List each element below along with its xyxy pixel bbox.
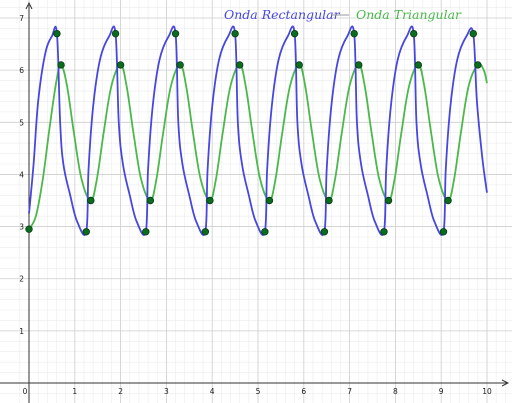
y-tick-label: 4 <box>19 170 24 179</box>
data-point <box>350 29 358 38</box>
y-tick-label: 6 <box>19 66 24 75</box>
x-tick-label: 10 <box>482 387 492 396</box>
x-tick-label: 9 <box>439 387 444 396</box>
data-point <box>380 228 388 236</box>
y-tick-label: 5 <box>19 118 24 127</box>
x-tick-label: 4 <box>210 387 215 396</box>
y-tick-label: 2 <box>19 275 24 284</box>
data-point <box>469 29 477 38</box>
data-point <box>235 61 244 69</box>
data-point <box>320 228 329 236</box>
data-point <box>355 61 363 69</box>
data-point <box>410 29 418 38</box>
series-line-onda-triangular <box>28 63 488 230</box>
x-tick-label: 7 <box>347 387 352 396</box>
data-point <box>206 196 214 205</box>
data-point <box>295 61 303 69</box>
data-point <box>290 29 299 38</box>
data-point <box>87 196 95 205</box>
data-point <box>444 196 452 205</box>
data-point <box>25 225 33 233</box>
data-point <box>201 228 210 236</box>
data-point <box>146 196 155 205</box>
data-point <box>474 61 482 69</box>
x-axis-arrow-icon <box>501 379 510 387</box>
data-point <box>265 196 274 205</box>
x-tick-label: 3 <box>164 387 169 396</box>
data-point <box>231 29 239 38</box>
data-point <box>116 61 125 69</box>
data-point <box>142 228 150 236</box>
data-point <box>325 196 333 205</box>
legend-entry-onda-triangular: Onda Triangular <box>356 7 462 22</box>
x-tick-label: 1 <box>72 387 77 396</box>
x-tick-label: 2 <box>118 387 123 396</box>
y-axis-arrow-icon <box>25 1 33 10</box>
y-tick-label: 1 <box>19 327 24 336</box>
x-tick-label: 0 <box>23 387 28 396</box>
data-point <box>171 29 180 38</box>
x-tick-label: 6 <box>301 387 306 396</box>
data-point <box>57 61 65 69</box>
data-point <box>261 228 269 236</box>
data-point <box>53 29 61 38</box>
y-tick-label: 3 <box>19 223 24 232</box>
data-point <box>384 196 393 205</box>
y-tick-label: 7 <box>19 14 24 23</box>
data-point <box>111 29 120 38</box>
data-point <box>82 228 90 236</box>
legend-entry-onda-rectangular: Onda Rectangular <box>224 7 341 22</box>
data-point <box>176 61 184 69</box>
legend: Onda Rectangular Onda Triangular <box>224 7 462 22</box>
data-point <box>414 61 422 69</box>
x-tick-label: 8 <box>393 387 398 396</box>
x-tick-label: 5 <box>256 387 261 396</box>
data-point <box>439 228 448 236</box>
